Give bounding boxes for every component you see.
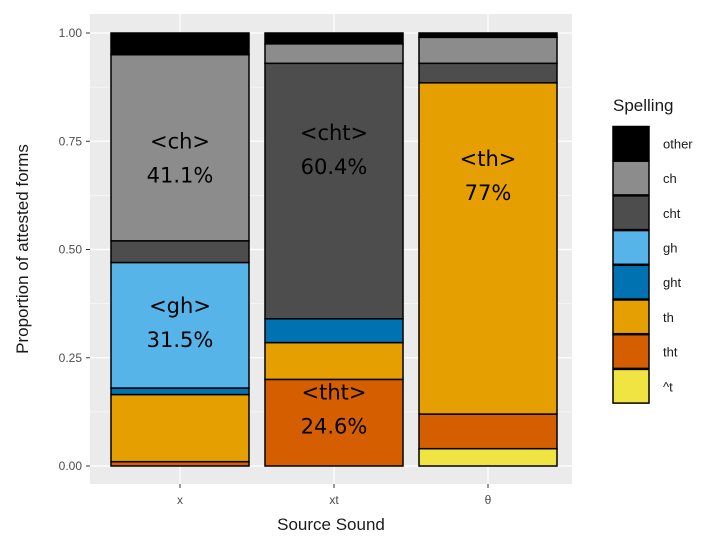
bar-segment-ch-0	[110, 53, 250, 242]
y-tick-label: 0.50	[59, 243, 83, 257]
bar-segment-th-1	[264, 341, 404, 381]
bar-segment-other-0	[110, 32, 250, 56]
legend-label: other	[663, 136, 693, 151]
legend-label: tht	[663, 345, 678, 360]
legend-label: ch	[663, 171, 677, 186]
bar-segment-other-1	[264, 32, 404, 45]
bar-annotation-3-0: <tht>	[302, 381, 367, 405]
legend-label: ^t	[663, 379, 673, 394]
bar-annotation-1-0: <gh>	[149, 294, 211, 318]
bar-segment-ch-1	[264, 43, 404, 65]
legend-label: th	[663, 310, 674, 325]
x-axis-title: Source Sound	[277, 515, 385, 534]
bar-annotation-2-0: <cht>	[300, 121, 368, 145]
bar-segment-cht-1	[264, 62, 404, 320]
bar-segment-t-2	[418, 447, 558, 467]
bar-segment-tht-2	[418, 413, 558, 450]
bars	[110, 32, 558, 467]
bar-annotation-2-1: 60.4%	[301, 155, 368, 179]
y-axis-ticks: 0.00 0.25 0.50 0.75 1.00	[59, 26, 90, 473]
legend-key-gh	[612, 229, 650, 266]
x-tick-label: x	[177, 493, 183, 507]
bar-annotation-4-0: <th>	[460, 147, 517, 171]
bar-segment-cht-2	[418, 62, 558, 84]
bar-annotation-0-1: 41.1%	[147, 164, 214, 188]
legend-key-other	[612, 125, 650, 161]
legend-label: cht	[663, 206, 681, 221]
y-tick-label: 1.00	[59, 26, 83, 40]
legend-key-th	[612, 299, 650, 335]
legend-key-tht	[612, 333, 650, 370]
legend-key-tt	[612, 368, 650, 404]
y-tick-label: 0.25	[59, 351, 83, 365]
bar-annotation-0-0: <ch>	[150, 130, 210, 154]
x-tick-label: θ	[485, 493, 492, 507]
bar-annotation-4-1: 77%	[465, 181, 512, 205]
y-axis-title: Proportion of attested forms	[13, 144, 32, 354]
bar-annotation-3-1: 24.6%	[301, 415, 368, 439]
legend: Spelling other ch cht gh ght th tht ^t	[612, 96, 693, 404]
legend-key-cht	[612, 195, 650, 231]
legend-title: Spelling	[613, 96, 674, 115]
bar-segment-th-0	[110, 393, 250, 463]
legend-key-ch	[612, 160, 650, 196]
bar-segment-gh-0	[110, 261, 250, 389]
legend-label: gh	[663, 240, 677, 255]
bar-segment-ch-2	[418, 36, 558, 65]
legend-label: ght	[663, 275, 681, 290]
bar-segment-cht-0	[110, 240, 250, 264]
x-tick-label: xt	[329, 493, 339, 507]
bar-segment-ght-0	[110, 387, 250, 396]
annotations: <ch> 41.1% <gh> 31.5% <cht> 60.4% <tht> 24.6% <t…	[147, 121, 517, 439]
legend-key-ght	[612, 264, 650, 300]
bar-segment-other-2	[418, 32, 558, 39]
bar-segment-th-2	[418, 82, 558, 415]
bar-segment-tht-1	[264, 378, 404, 467]
y-tick-label: 0.00	[59, 459, 83, 473]
bar-segment-ght-1	[264, 318, 404, 344]
x-axis-ticks: x xt θ	[177, 484, 492, 507]
y-tick-label: 0.75	[59, 134, 83, 148]
bar-annotation-1-1: 31.5%	[147, 328, 214, 352]
